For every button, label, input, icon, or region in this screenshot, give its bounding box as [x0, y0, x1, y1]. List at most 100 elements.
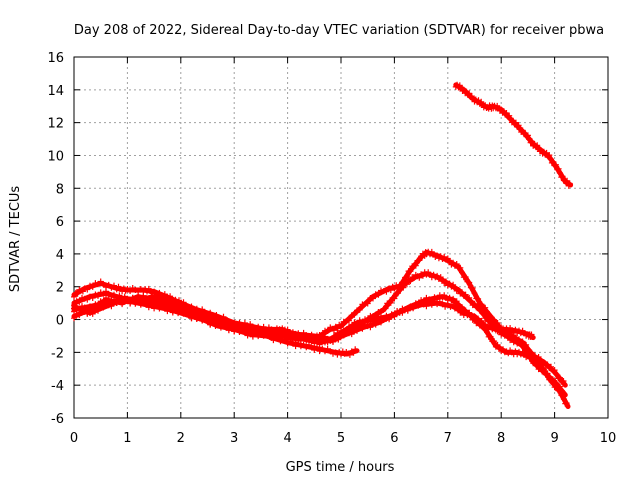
data-point	[484, 329, 490, 336]
data-point	[475, 303, 482, 310]
data-point	[387, 287, 394, 294]
data-point	[335, 335, 342, 342]
data-point	[410, 304, 417, 311]
data-point	[108, 303, 115, 310]
data-point	[521, 345, 528, 352]
data-point	[391, 295, 398, 302]
data-point	[411, 275, 417, 281]
data-point	[457, 264, 464, 271]
data-point	[314, 344, 320, 351]
data-point	[378, 319, 384, 326]
y-tick-label: 16	[47, 51, 64, 66]
data-point	[260, 323, 267, 330]
data-point	[455, 287, 462, 293]
data-point	[212, 323, 219, 329]
data-point	[74, 290, 81, 297]
data-point	[466, 279, 473, 286]
data-point	[494, 341, 501, 348]
y-axis-label: SDTVAR / TECUs	[8, 186, 23, 293]
data-point	[496, 345, 503, 351]
data-point	[308, 333, 315, 340]
data-point	[185, 312, 192, 319]
data-point	[79, 294, 85, 301]
data-point	[151, 288, 158, 295]
data-point	[551, 162, 558, 169]
data-point	[268, 334, 275, 341]
data-point	[503, 110, 510, 116]
data-point	[73, 298, 80, 305]
data-point	[487, 313, 494, 320]
data-point	[540, 359, 547, 366]
data-point	[95, 307, 101, 314]
data-point	[354, 320, 360, 327]
x-tick-label: 1	[123, 431, 131, 446]
data-point	[556, 170, 563, 176]
data-point	[415, 301, 422, 308]
data-point	[537, 361, 544, 368]
data-point	[79, 304, 85, 311]
data-point	[111, 299, 117, 306]
data-point	[364, 323, 371, 330]
data-point	[391, 313, 398, 320]
data-point	[512, 119, 519, 126]
data-point	[87, 282, 93, 289]
x-tick-label: 4	[283, 431, 291, 446]
data-point	[519, 340, 526, 347]
data-point	[395, 290, 401, 297]
data-point	[519, 127, 526, 134]
data-point	[209, 319, 216, 326]
data-point	[560, 396, 567, 403]
data-point	[338, 331, 344, 338]
data-point	[276, 331, 283, 337]
data-point	[482, 304, 489, 311]
data-point	[362, 322, 368, 328]
data-point	[370, 295, 376, 302]
data-point	[552, 161, 559, 168]
data-point	[97, 303, 104, 310]
data-point	[356, 306, 363, 313]
data-point	[183, 309, 190, 316]
data-point	[560, 378, 567, 384]
data-point	[387, 299, 394, 306]
data-point	[558, 174, 565, 181]
x-tick-label: 9	[550, 431, 558, 446]
data-point	[412, 262, 419, 269]
data-point	[84, 296, 91, 303]
data-point	[544, 370, 551, 377]
y-tick-label: 14	[47, 84, 64, 99]
data-point	[459, 304, 465, 311]
data-point	[548, 375, 554, 382]
y-tick-label: 2	[56, 281, 64, 296]
data-point	[484, 314, 490, 321]
data-point	[450, 295, 457, 302]
data-point	[451, 284, 458, 291]
data-point	[534, 142, 541, 149]
data-point	[111, 282, 117, 289]
data-point	[515, 122, 522, 129]
data-point	[346, 330, 352, 337]
data-point	[505, 334, 512, 340]
data-point	[444, 255, 451, 262]
data-point	[469, 285, 476, 291]
data-point	[201, 315, 208, 322]
data-point	[167, 305, 174, 312]
data-point	[164, 294, 171, 301]
data-point	[416, 274, 423, 281]
data-point	[89, 295, 96, 301]
x-tick-label: 2	[177, 431, 185, 446]
data-point	[524, 352, 531, 359]
data-point	[348, 331, 355, 338]
data-point	[204, 318, 211, 325]
x-tick-label: 8	[497, 431, 505, 446]
data-point	[466, 309, 473, 316]
data-point	[403, 281, 410, 288]
data-point	[354, 327, 360, 334]
data-point	[555, 165, 562, 172]
data-point	[87, 310, 93, 316]
data-point	[528, 138, 535, 145]
data-point	[159, 299, 166, 306]
data-point	[516, 338, 522, 345]
data-point	[306, 337, 312, 344]
data-point	[416, 257, 423, 264]
